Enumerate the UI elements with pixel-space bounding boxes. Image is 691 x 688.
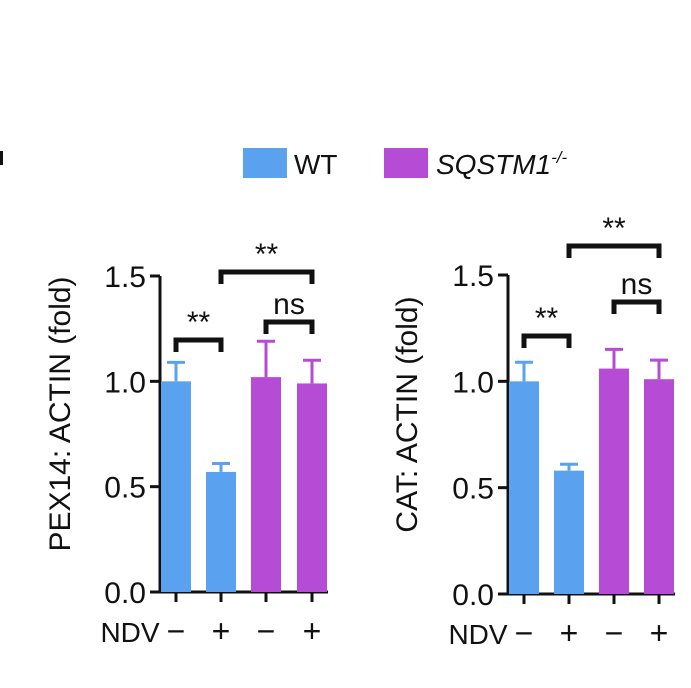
bar bbox=[644, 379, 674, 594]
y-tick-label: 1.5 bbox=[104, 261, 146, 294]
significance-label: ns bbox=[621, 268, 653, 301]
significance-label: ** bbox=[602, 212, 626, 245]
x-tick-label: + bbox=[560, 615, 579, 651]
legend-label-wt: WT bbox=[294, 149, 338, 180]
bar bbox=[554, 470, 584, 594]
y-tick-label: 0.5 bbox=[452, 473, 494, 506]
legend-swatch-sqstm1 bbox=[384, 148, 428, 178]
significance-label: ** bbox=[187, 306, 211, 339]
y-tick-label: 1.0 bbox=[104, 366, 146, 399]
bar bbox=[161, 381, 191, 592]
y-axis-title: PEX14: ACTIN (fold) bbox=[44, 276, 77, 551]
bar bbox=[206, 471, 236, 592]
x-tick-label: − bbox=[605, 615, 624, 651]
y-tick-label: 0.0 bbox=[452, 579, 494, 612]
x-axis-title: NDV bbox=[448, 619, 507, 650]
legend-label-sqstm1: SQSTM1-/- bbox=[436, 148, 568, 180]
significance-bracket bbox=[173, 337, 224, 352]
y-tick-label: 0.0 bbox=[104, 577, 146, 610]
y-tick-label: 1.0 bbox=[452, 366, 494, 399]
significance-bracket bbox=[263, 319, 315, 334]
bar bbox=[297, 383, 327, 592]
edge-mark bbox=[0, 151, 3, 165]
x-tick-label: + bbox=[212, 613, 231, 649]
bar bbox=[251, 377, 281, 592]
y-tick-label: 1.5 bbox=[452, 260, 494, 293]
legend: WT SQSTM1-/- bbox=[243, 148, 568, 180]
significance-label: ** bbox=[255, 238, 279, 271]
x-tick-label: − bbox=[515, 615, 534, 651]
legend-swatch-wt bbox=[243, 148, 287, 178]
significance-label: ns bbox=[273, 288, 305, 321]
bar bbox=[509, 381, 539, 594]
y-axis-title: CAT: ACTIN (fold) bbox=[391, 296, 424, 532]
x-axis-title: NDV bbox=[100, 617, 159, 648]
x-tick-label: − bbox=[167, 613, 186, 649]
significance-bracket bbox=[521, 333, 572, 348]
bar bbox=[599, 368, 629, 594]
significance-bracket bbox=[566, 243, 662, 258]
x-tick-label: − bbox=[257, 613, 276, 649]
x-tick-label: + bbox=[303, 613, 322, 649]
x-tick-label: + bbox=[650, 615, 669, 651]
y-tick-label: 0.5 bbox=[104, 472, 146, 505]
significance-bracket bbox=[218, 269, 315, 284]
significance-label: ** bbox=[535, 302, 559, 335]
significance-bracket bbox=[611, 299, 662, 314]
